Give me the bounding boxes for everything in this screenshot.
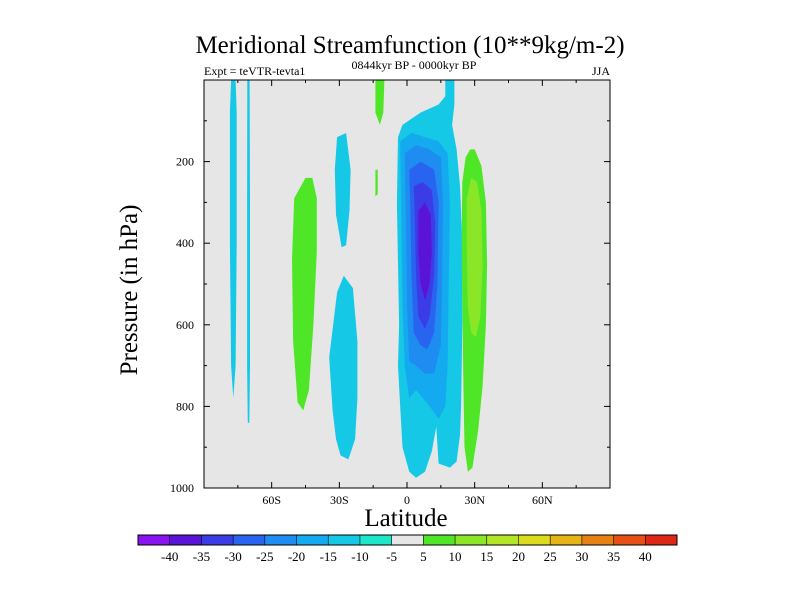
x-axis: 60S 30S 0 30N 60N [237, 80, 577, 507]
contour-region-12 [418, 202, 432, 301]
colorbar-swatch [391, 535, 424, 545]
colorbar-frame [137, 534, 678, 546]
colorbar-swatch [138, 535, 171, 545]
time-range-label: 0844kyr BP - 0000kyr BP [352, 58, 477, 72]
colorbar-label: 30 [575, 549, 588, 564]
colorbar-label: -10 [351, 549, 368, 564]
colorbar-swatch [645, 535, 678, 545]
x-tick-label: 0 [404, 493, 410, 507]
colorbar: -40 -35 -30 -25 -20 -15 -10 -5 5 10 15 20 25 30 35 40 [137, 534, 678, 564]
colorbar-swatch [264, 535, 297, 545]
colorbar-swatch [359, 535, 393, 545]
colorbar-swatch [169, 535, 202, 545]
y-tick-label: 200 [176, 155, 194, 169]
contour-region-4 [292, 177, 317, 411]
colorbar-swatch [233, 535, 266, 545]
y-tick-label: 1000 [170, 481, 194, 495]
experiment-label: Expt = teVTR-tevta1 [204, 64, 305, 78]
colorbar-label: 20 [512, 549, 525, 564]
colorbar-label: 10 [449, 549, 462, 564]
colorbar-swatch [201, 535, 234, 545]
y-tick-label: 400 [176, 236, 194, 250]
contour-regions [229, 80, 488, 478]
x-tick-label: 30N [464, 493, 485, 507]
colorbar-swatch [550, 535, 583, 545]
x-tick-label: 30S [330, 493, 349, 507]
contour-region-0 [229, 80, 237, 399]
colorbar-label: 15 [480, 549, 493, 564]
contour-region-1 [247, 80, 250, 423]
colorbar-label: 25 [544, 549, 557, 564]
colorbar-swatch [581, 535, 614, 545]
contour-region-14 [466, 177, 483, 337]
colorbar-swatch [486, 535, 519, 545]
colorbar-swatch [423, 535, 456, 545]
contour-region-6 [375, 169, 378, 197]
colorbar-swatch [296, 535, 329, 545]
colorbar-swatch [328, 535, 361, 545]
season-label: JJA [592, 64, 610, 78]
colorbar-label: -30 [224, 549, 241, 564]
colorbar-label: -5 [386, 549, 397, 564]
contour-region-3 [329, 275, 358, 460]
colorbar-swatch [613, 535, 646, 545]
contour-region-5 [375, 80, 385, 125]
colorbar-label: -15 [320, 549, 337, 564]
colorbar-label: -35 [193, 549, 210, 564]
colorbar-label: 35 [607, 549, 620, 564]
colorbar-label: 40 [639, 549, 652, 564]
colorbar-label: -40 [161, 549, 178, 564]
colorbar-swatch [455, 535, 488, 545]
colorbar-label: -25 [256, 549, 273, 564]
colorbar-label: 5 [420, 549, 427, 564]
x-tick-label: 60N [532, 493, 553, 507]
y-tick-label: 800 [176, 399, 194, 413]
y-axis-label: Pressure (in hPa) [116, 205, 143, 376]
y-tick-label: 600 [176, 318, 194, 332]
x-axis-label: Latitude [364, 505, 447, 532]
colorbar-label: -20 [288, 549, 305, 564]
x-tick-label: 60S [262, 493, 281, 507]
contour-region-2 [334, 133, 351, 248]
chart-title: Meridional Streamfunction (10**9kg/m-2) [195, 32, 624, 59]
y-axis: 200 400 600 800 1000 [170, 120, 610, 495]
colorbar-swatch [518, 535, 551, 545]
